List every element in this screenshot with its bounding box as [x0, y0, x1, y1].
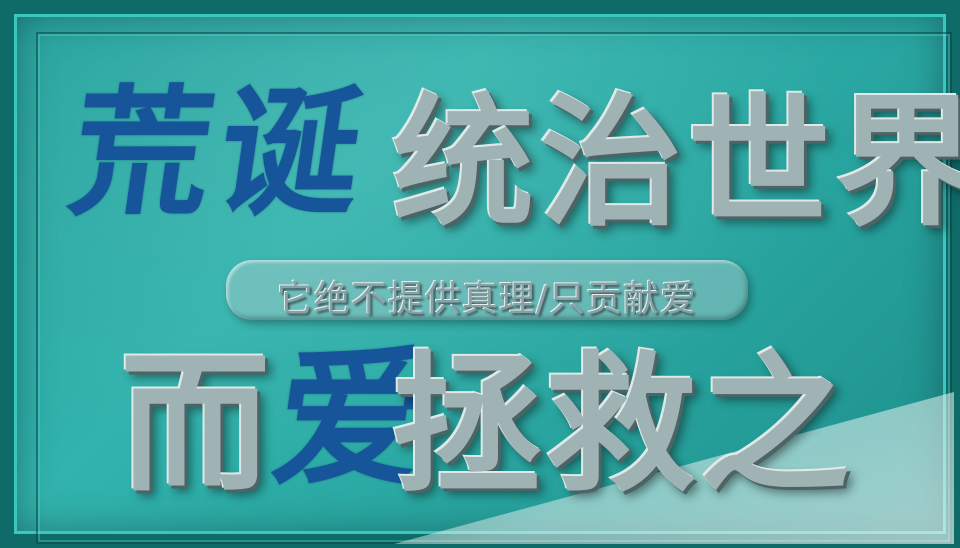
- subtitle-text: 它绝不提供真理/只贡献爱: [276, 279, 698, 320]
- subtitle-plate: [226, 260, 748, 320]
- line3-embossed-suffix: 拯救之: [392, 337, 855, 513]
- line3-embossed-prefix: 而: [120, 336, 271, 512]
- line1-blue-calligraphy: 荒诞: [60, 72, 380, 236]
- line1-embossed-text: 统治世界: [392, 80, 960, 246]
